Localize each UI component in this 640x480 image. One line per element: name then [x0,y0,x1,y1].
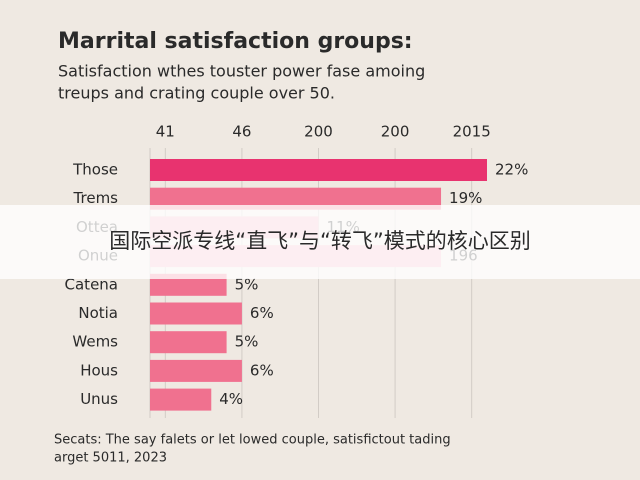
bar [150,331,227,354]
data-label: 5% [235,275,259,293]
y-tick-label: Catena [65,275,118,293]
source: arget 5011, 2023 [54,451,167,466]
overlay-text: 国际空派专线“直飞”与“转飞”模式的核心区别 [109,229,531,253]
source: Secats: The say falets or let lowed coup… [54,433,451,448]
x-tick-label: 2015 [453,123,491,141]
subtitle: treups and crating couple over 50. [58,84,335,103]
x-tick-label: 46 [232,123,251,141]
bar [150,302,242,325]
x-tick-label: 41 [156,123,175,141]
data-label: 4% [219,390,243,408]
overlay-banner [0,205,640,279]
bar [150,388,212,411]
y-tick-label: Unus [80,390,118,408]
y-tick-label: Those [72,161,118,179]
x-tick-label: 200 [381,123,410,141]
data-label: 6% [250,304,274,322]
y-tick-label: Wems [72,333,118,351]
y-tick-label: Trems [73,189,119,207]
data-label: 6% [250,361,274,379]
y-tick-label: Hous [80,361,118,379]
bar [150,187,442,210]
subtitle: Satisfaction wthes touster power fase am… [58,62,425,81]
data-label: 5% [235,333,259,351]
data-label: 19% [449,189,482,207]
bar [150,159,487,181]
data-label: 22% [495,161,528,179]
x-tick-label: 200 [304,123,333,141]
bar [150,273,227,296]
y-tick-label: Notia [78,304,118,322]
chart-title: Marrital satisfaction groups: [58,29,413,54]
bar [150,359,242,382]
